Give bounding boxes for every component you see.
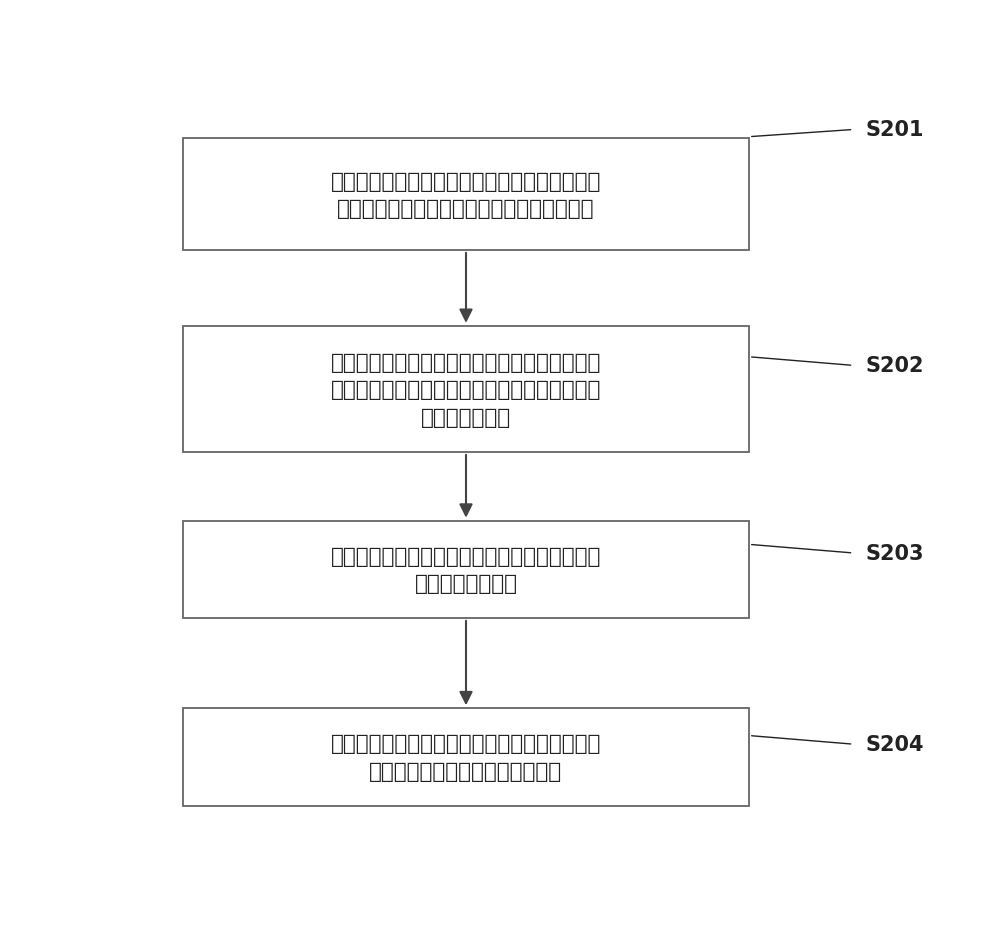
Text: 中获取初始设计表: 中获取初始设计表 <box>415 574 518 593</box>
Text: S202: S202 <box>865 356 924 376</box>
Text: 按照中心化偏差最小的准则，从所述均匀设计表: 按照中心化偏差最小的准则，从所述均匀设计表 <box>331 547 601 566</box>
Text: S201: S201 <box>865 121 924 140</box>
Text: 确定待测人造微结构的几何参数因子的个数、每: 确定待测人造微结构的几何参数因子的个数、每 <box>331 171 601 192</box>
Text: 构造均匀设计表: 构造均匀设计表 <box>421 407 511 427</box>
Bar <box>183 139 749 251</box>
Text: S203: S203 <box>865 544 924 563</box>
Text: 根据所述几何参数因子的个数和每个几何参数因: 根据所述几何参数因子的个数和每个几何参数因 <box>331 353 601 373</box>
Bar <box>183 521 749 619</box>
Text: 个几何参数因子的取值个数及其对应的参数值: 个几何参数因子的取值个数及其对应的参数值 <box>337 199 595 219</box>
Bar <box>183 327 749 453</box>
Bar <box>183 709 749 806</box>
Text: 子的取值个数、选择左循环拉丁方均匀设计方法: 子的取值个数、选择左循环拉丁方均匀设计方法 <box>331 380 601 400</box>
Text: 述初始设计表中，获取试验设计表: 述初始设计表中，获取试验设计表 <box>369 761 563 781</box>
Text: S204: S204 <box>865 735 924 754</box>
Text: 将所述确定的每个几何参数因子的参数值代入所: 将所述确定的每个几何参数因子的参数值代入所 <box>331 734 601 753</box>
